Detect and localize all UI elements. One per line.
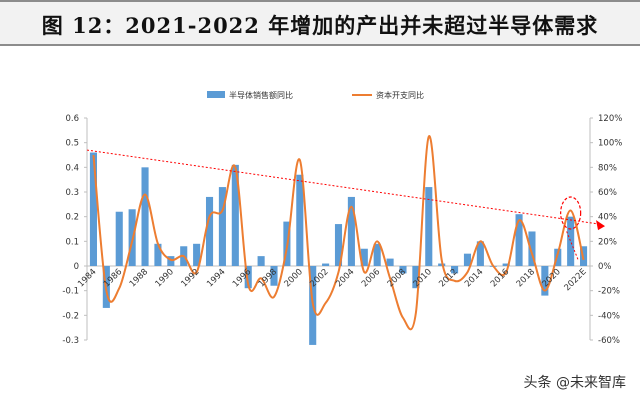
left-axis-tick-label: 0 bbox=[74, 262, 79, 272]
legend: 半导体销售额同比 资本开支同比 bbox=[207, 90, 424, 100]
left-axis-tick-label: 0.3 bbox=[65, 188, 79, 198]
bar bbox=[205, 196, 214, 266]
bar bbox=[257, 256, 265, 266]
bar bbox=[193, 243, 201, 266]
figure-title: 图 12：2021-2022 年增加的产出并未超过半导体需求 bbox=[41, 13, 599, 38]
right-axis-tick-label: -20% bbox=[598, 287, 620, 297]
bar bbox=[515, 214, 523, 266]
bar bbox=[541, 266, 549, 296]
x-axis-tick-label: 2004 bbox=[334, 267, 356, 289]
left-axis-tick-label: 0.6 bbox=[65, 114, 79, 124]
bar bbox=[528, 231, 536, 266]
bar bbox=[89, 152, 97, 266]
right-axis-tick-label: 120% bbox=[598, 114, 622, 124]
bar bbox=[502, 263, 510, 266]
x-axis-tick-label: 1988 bbox=[128, 267, 150, 289]
right-axis-tick-label: 20% bbox=[598, 237, 617, 247]
right-axis-tick-label: 80% bbox=[598, 163, 617, 173]
bar bbox=[141, 167, 149, 266]
bar bbox=[476, 241, 484, 266]
bar bbox=[373, 243, 381, 266]
watermark: 头条 @未来智库 bbox=[523, 375, 626, 391]
x-axis-tick-label: 2000 bbox=[283, 267, 305, 289]
bar bbox=[360, 248, 368, 266]
x-axis-tick-label: 1990 bbox=[154, 267, 176, 289]
x-axis-tick-label: 2018 bbox=[515, 267, 537, 289]
bar bbox=[567, 216, 575, 266]
left-axis-tick-label: -0.2 bbox=[62, 311, 79, 321]
x-axis-tick-label: 2022E bbox=[562, 267, 588, 293]
left-axis-tick-label: -0.3 bbox=[62, 336, 79, 346]
trend-line bbox=[86, 149, 600, 225]
right-axis-tick-label: -40% bbox=[598, 311, 620, 321]
bar bbox=[425, 187, 433, 266]
bar bbox=[167, 256, 175, 266]
highlight-pointer bbox=[566, 231, 580, 262]
right-axis-tick-label: 0% bbox=[598, 262, 612, 272]
bar bbox=[386, 258, 394, 266]
legend-line-label: 资本开支同比 bbox=[376, 90, 424, 100]
bar bbox=[347, 196, 355, 266]
bar bbox=[334, 224, 343, 266]
left-axis-tick-label: -0.1 bbox=[62, 287, 79, 297]
left-axis-tick-label: 0.2 bbox=[65, 213, 79, 223]
legend-bar-swatch bbox=[207, 91, 225, 98]
right-axis-tick-label: -60% bbox=[598, 336, 620, 346]
bar bbox=[451, 266, 459, 274]
bar bbox=[412, 266, 420, 289]
bar bbox=[322, 263, 330, 266]
figure-title-bar: 图 12：2021-2022 年增加的产出并未超过半导体需求 bbox=[0, 0, 640, 46]
x-axis-tick-label: 2014 bbox=[463, 267, 485, 289]
legend-bar-label: 半导体销售额同比 bbox=[229, 90, 293, 100]
bar bbox=[463, 253, 472, 266]
right-axis-tick-label: 100% bbox=[598, 139, 622, 149]
right-axis-tick-label: 60% bbox=[598, 188, 617, 198]
capex-line bbox=[92, 135, 585, 331]
bar bbox=[231, 164, 239, 266]
x-axis-tick-label: 1994 bbox=[205, 267, 227, 289]
bar bbox=[399, 266, 407, 274]
bar bbox=[154, 243, 162, 266]
left-axis-tick-label: 0.5 bbox=[65, 139, 79, 149]
chart: 半导体销售额同比 资本开支同比 -0.3 -0.2 -0.1 0 0.1 0.2 0.3 0.… bbox=[62, 90, 622, 346]
bar bbox=[270, 266, 278, 286]
bar bbox=[115, 211, 123, 266]
highlight-ellipse bbox=[560, 196, 582, 230]
plot-area: -0.3 -0.2 -0.1 0 0.1 0.2 0.3 0.4 0.5 0.6 -60% -40% -… bbox=[62, 114, 622, 346]
bar bbox=[244, 266, 252, 289]
left-axis-tick-label: 0.4 bbox=[65, 163, 79, 173]
left-axis-tick-label: 0.1 bbox=[65, 237, 79, 247]
bar bbox=[554, 248, 562, 266]
trend-arrowhead bbox=[596, 220, 606, 231]
right-axis-tick-label: 40% bbox=[598, 213, 617, 223]
bar bbox=[296, 174, 304, 266]
bar bbox=[218, 187, 226, 266]
